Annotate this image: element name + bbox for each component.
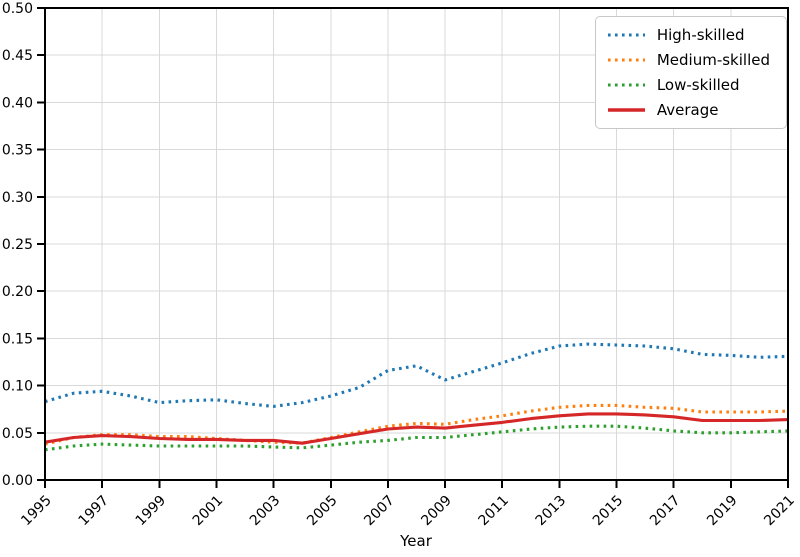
y-tick-label: 0.20	[2, 284, 33, 300]
legend-line-sample-medium-skilled-icon	[607, 58, 645, 62]
y-tick-label: 0.50	[2, 1, 33, 17]
legend-line-sample-low-skilled-icon	[607, 83, 645, 87]
x-tick-label: 1995	[18, 493, 55, 530]
y-tick-label: 0.10	[2, 379, 33, 395]
y-tick-label: 0.45	[2, 48, 33, 64]
x-tick-label: 2019	[704, 493, 741, 530]
legend-item-low-skilled: Low-skilled	[607, 76, 770, 94]
axis-ticks	[37, 7, 789, 488]
y-tick-label: 0.00	[2, 473, 33, 489]
legend-label: Average	[656, 101, 719, 119]
x-tick-label: 2001	[190, 493, 227, 530]
y-tick-label: 0.15	[2, 331, 33, 347]
legend: High-skilled Medium-skilled Low-skilled …	[594, 16, 787, 129]
series-line-medium-skilled	[44, 403, 789, 446]
legend-item-average: Average	[607, 101, 770, 119]
x-tick-label: 1999	[133, 493, 170, 530]
legend-item-high-skilled: High-skilled	[607, 26, 770, 44]
x-axis-label: Year	[399, 532, 433, 550]
series-line-low-skilled	[44, 424, 789, 452]
x-tick-label: 2021	[761, 493, 798, 530]
y-tick-label: 0.40	[2, 95, 33, 111]
y-tick-label: 0.05	[2, 426, 33, 442]
x-tick-label: 1997	[75, 493, 112, 530]
x-tick-label: 2015	[590, 493, 627, 530]
x-tick-label: 2007	[361, 493, 398, 530]
legend-label: Medium-skilled	[656, 51, 770, 69]
series-line-average	[44, 412, 789, 445]
legend-label: High-skilled	[656, 26, 745, 44]
data-series-lines	[44, 342, 789, 452]
x-tick-label: 2009	[418, 493, 455, 530]
series-line-high-skilled	[44, 342, 789, 408]
x-tick-label: 2017	[647, 493, 684, 530]
x-tick-label: 2005	[304, 493, 341, 530]
y-tick-label: 0.35	[2, 143, 33, 159]
y-tick-label: 0.30	[2, 190, 33, 206]
legend-label: Low-skilled	[656, 76, 740, 94]
y-tick-label: 0.25	[2, 237, 33, 253]
x-tick-label: 2011	[476, 493, 513, 530]
legend-item-medium-skilled: Medium-skilled	[607, 51, 770, 69]
legend-line-sample-average-icon	[607, 108, 645, 112]
x-tick-label: 2013	[533, 493, 570, 530]
legend-line-sample-high-skilled-icon	[607, 33, 645, 37]
x-tick-label: 2003	[247, 493, 284, 530]
